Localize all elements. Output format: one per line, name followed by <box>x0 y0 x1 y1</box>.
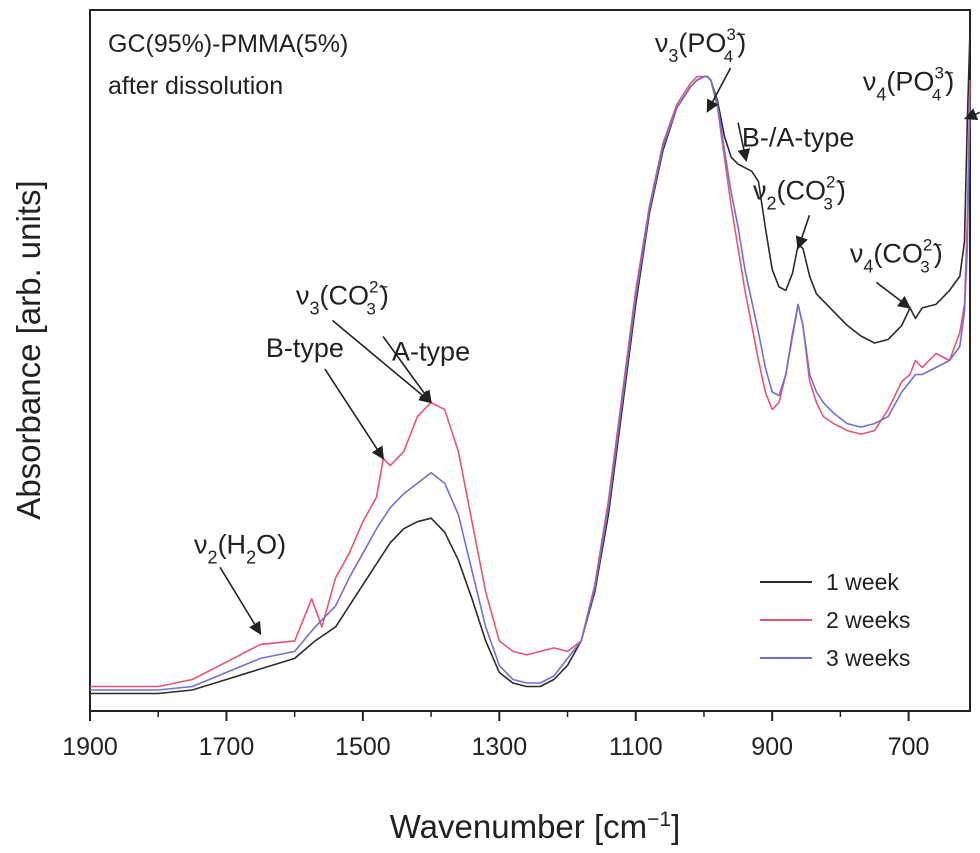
x-tick-label: 900 <box>751 733 793 761</box>
annotation-label: ν2(CO2− 3) <box>753 172 846 213</box>
x-ticks: 1900 1700 1500 1300 1100 900 700 <box>62 711 929 761</box>
sample-label-line-1: GC(95%)-PMMA(5%) <box>108 30 348 58</box>
annotation-6: B-/A-type <box>737 122 855 162</box>
legend: 1 week 2 weeks 3 weeks <box>760 569 910 671</box>
annotation-arrow <box>706 67 732 113</box>
x-tick-label: 1900 <box>62 733 118 761</box>
sample-label-line-2: after dissolution <box>108 72 283 100</box>
legend-label: 2 weeks <box>826 607 910 633</box>
annotation-2: B-type <box>266 333 385 460</box>
plot-frame <box>89 9 971 712</box>
annotation-arrow <box>795 215 811 250</box>
x-tick-label: 1300 <box>471 733 527 761</box>
annotation-label: ν4(PO3− 4) <box>863 64 954 105</box>
annotation-7: ν2(CO2− 3) <box>753 172 846 250</box>
annotation-8: ν4(CO2− 3) <box>850 235 943 309</box>
series-line-2 <box>90 75 971 688</box>
y-axis-title: Absorbance [arb. units] <box>10 180 47 519</box>
annotation-4: A-type <box>382 336 470 404</box>
annotation-5: ν3(PO3− 4) <box>655 25 746 113</box>
annotation-9: ν4(PO3− 4) <box>863 64 980 120</box>
x-tick-label: 700 <box>888 733 930 761</box>
annotation-label: ν3(PO3− 4) <box>655 25 746 66</box>
annotation-1: ν2(H2O) <box>194 529 286 635</box>
annotation-label: ν3(CO2− 3) <box>296 277 389 318</box>
annotation-label: B-/A-type <box>742 123 855 153</box>
annotation-arrow <box>737 122 751 162</box>
series-line-3 <box>90 75 971 691</box>
legend-label: 3 weeks <box>826 645 910 671</box>
annotation-arrow <box>324 368 385 460</box>
legend-label: 1 week <box>826 569 899 595</box>
x-tick-label: 1500 <box>335 733 391 761</box>
x-tick-label: 1700 <box>199 733 255 761</box>
annotations: ν2(H2O) B-type ν3(CO2− 3)A-type ν3(PO3− 4) B-/… <box>194 25 980 635</box>
annotation-arrow <box>382 336 432 404</box>
annotation-arrow <box>219 566 262 635</box>
annotation-3: ν3(CO2− 3) <box>296 277 433 404</box>
annotation-label: ν2(H2O) <box>194 529 286 567</box>
annotation-label: B-type <box>266 333 344 363</box>
series-layer <box>90 30 971 695</box>
x-axis-title: Wavenumber [cm−1] <box>390 808 680 845</box>
annotation-label: ν4(CO2− 3) <box>850 235 943 276</box>
annotation-label: A-type <box>392 337 470 367</box>
annotation-arrow <box>964 108 980 120</box>
annotation-arrow <box>875 281 911 309</box>
x-tick-label: 1100 <box>609 733 663 761</box>
annotation-arrow <box>331 319 433 404</box>
